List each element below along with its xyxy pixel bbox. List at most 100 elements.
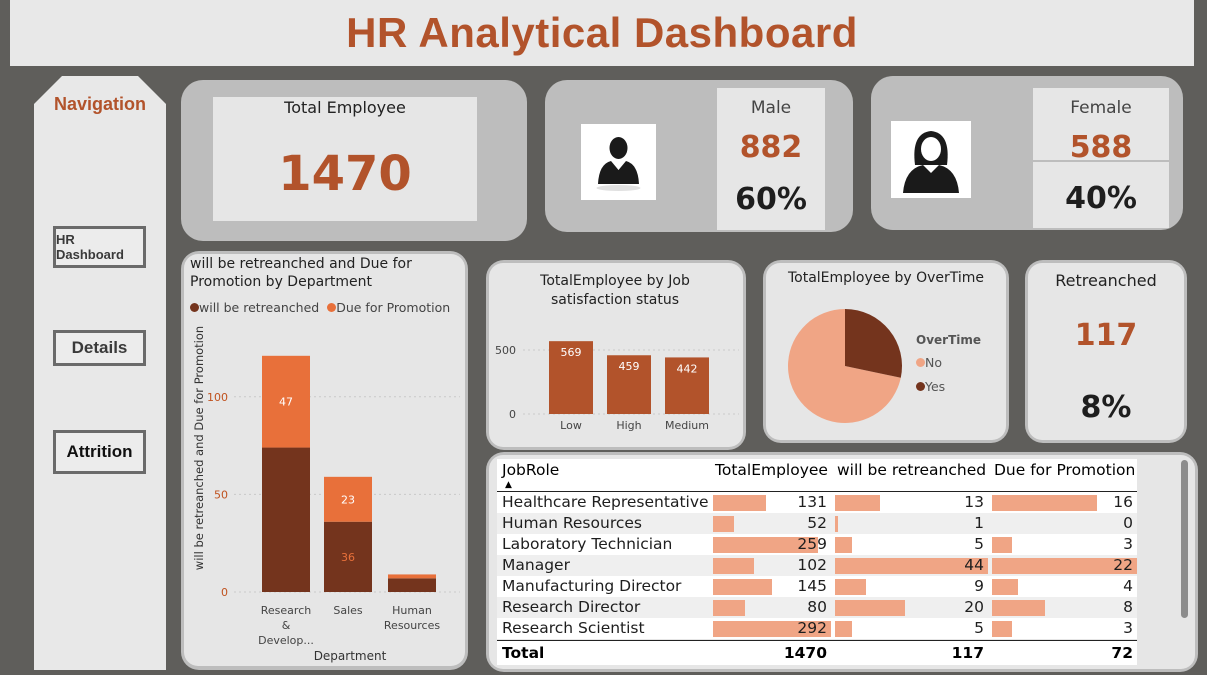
value-cell: 0 xyxy=(1123,514,1133,532)
table-row[interactable]: Human Resources 52 1 0 xyxy=(497,513,1137,534)
data-bar xyxy=(835,579,866,595)
data-bar xyxy=(835,600,905,616)
retreanched-label: Retreanched xyxy=(1055,271,1157,290)
job-x-tick: Medium xyxy=(665,419,709,432)
data-bar xyxy=(713,579,772,595)
female-label: Female xyxy=(1070,98,1132,118)
data-bar xyxy=(992,495,1097,511)
data-bar xyxy=(713,558,754,574)
department-stacked-bar-chart: will be retreanched and Due for Promotio… xyxy=(192,326,460,663)
table-header xyxy=(497,459,1137,491)
table-body: Healthcare Representative 131 13 16 Human Re… xyxy=(497,492,1137,640)
total-divider xyxy=(497,640,1137,641)
job-bar-label: 459 xyxy=(619,360,640,373)
header-totalemployee[interactable]: TotalEmployee xyxy=(715,461,828,479)
job-y-tick: 0 xyxy=(509,408,516,421)
jobrole-cell: Research Director xyxy=(502,598,641,616)
female-percentage: 40% xyxy=(1065,181,1137,216)
value-cell: 44 xyxy=(964,556,984,574)
attrition-button[interactable]: Attrition xyxy=(53,430,146,474)
overtime-legend-title: OverTime xyxy=(916,333,982,347)
jobrole-cell: Healthcare Representative xyxy=(502,493,709,511)
department-bar-segment xyxy=(324,521,372,592)
department-bar-label: 36 xyxy=(341,551,355,564)
female-avatar xyxy=(891,121,971,198)
female-person-icon xyxy=(903,131,959,193)
job-x-tick: High xyxy=(616,419,641,432)
total-employee-label: Total Employee xyxy=(284,98,406,117)
value-cell: 259 xyxy=(797,535,827,553)
department-x-tick: Resources xyxy=(384,619,440,632)
value-cell: 5 xyxy=(974,535,984,553)
total-label: Total xyxy=(502,644,545,662)
hr-dashboard-button[interactable]: HR Dashboard xyxy=(53,226,146,268)
details-button[interactable]: Details xyxy=(53,330,146,366)
job-bar xyxy=(549,341,593,414)
value-cell: 131 xyxy=(797,493,827,511)
department-chart-panel xyxy=(184,254,465,666)
job-y-tick: 500 xyxy=(495,344,516,357)
department-x-tick: Sales xyxy=(333,604,363,617)
data-bar xyxy=(835,558,988,574)
overtime-pie-chart xyxy=(788,309,902,423)
legend-dot-no xyxy=(916,358,925,367)
department-x-tick: Human xyxy=(392,604,432,617)
navigation-title: Navigation xyxy=(53,94,146,114)
male-avatar xyxy=(581,124,656,200)
department-x-tick: & xyxy=(282,619,291,632)
title-bar: HR Analytical Dashboard xyxy=(10,0,1194,66)
data-bar xyxy=(835,495,880,511)
value-cell: 8 xyxy=(1123,598,1133,616)
data-bar xyxy=(835,621,852,637)
value-cell: 22 xyxy=(1113,556,1133,574)
table-row[interactable]: Manager 102 44 22 xyxy=(497,555,1137,576)
department-y-axis-label: will be retreanched and Due for Promotio… xyxy=(192,326,206,570)
value-cell: 292 xyxy=(797,619,827,637)
department-y-tick: 100 xyxy=(207,391,228,404)
department-chart-legend: will be retreanched Due for Promotion xyxy=(190,300,450,315)
job-satisfaction-panel xyxy=(489,263,743,447)
overtime-legend-no: No xyxy=(916,355,942,370)
table-row[interactable]: Laboratory Technician 259 5 3 xyxy=(497,534,1137,555)
department-x-tick: Develop... xyxy=(258,634,314,647)
department-bar-segment xyxy=(324,476,372,522)
data-bar xyxy=(992,579,1018,595)
data-bar xyxy=(835,516,838,532)
table-row[interactable]: Healthcare Representative 131 13 16 xyxy=(497,492,1137,513)
value-cell: 13 xyxy=(964,493,984,511)
jobrole-table: JobRole ▲ TotalEmployee will be retreanc… xyxy=(497,455,1179,667)
table-row[interactable]: Manufacturing Director 145 9 4 xyxy=(497,576,1137,597)
header-jobrole[interactable]: JobRole xyxy=(502,461,560,479)
table-scrollbar[interactable] xyxy=(1181,460,1188,618)
table-total-row xyxy=(497,641,1137,665)
total-employee-value: 1470 xyxy=(278,146,412,202)
legend-label-yes: Yes xyxy=(925,379,946,394)
legend-label-no: No xyxy=(925,355,942,370)
data-bar xyxy=(992,558,1137,574)
sort-arrow-icon[interactable]: ▲ xyxy=(505,480,512,490)
header-promotion[interactable]: Due for Promotion xyxy=(994,461,1136,479)
jobrole-cell: Laboratory Technician xyxy=(502,535,673,553)
retreanched-percentage: 8% xyxy=(1080,390,1132,425)
job-bar-label: 442 xyxy=(677,362,698,375)
data-bar xyxy=(992,537,1012,553)
data-bar xyxy=(713,495,766,511)
table-row[interactable]: Research Director 80 20 8 xyxy=(497,597,1137,618)
overtime-legend-yes: Yes xyxy=(916,379,945,394)
table-row[interactable]: Research Scientist 292 5 3 xyxy=(497,618,1137,639)
header-retreanched[interactable]: will be retreanched xyxy=(837,461,987,479)
department-x-axis-label: Department xyxy=(314,649,387,663)
male-pct-panel xyxy=(717,162,825,230)
page-title: HR Analytical Dashboard xyxy=(346,9,858,56)
jobrole-cell: Manufacturing Director xyxy=(502,577,682,595)
overtime-title: TotalEmployee by OverTime xyxy=(787,270,985,286)
data-bar xyxy=(713,537,818,553)
female-pct-panel xyxy=(1033,162,1169,228)
data-bar xyxy=(713,600,745,616)
legend-dot-promotion xyxy=(327,303,337,312)
job-bar xyxy=(665,357,709,414)
value-cell: 5 xyxy=(974,619,984,637)
retreanched-panel xyxy=(1028,263,1184,440)
female-count: 588 xyxy=(1069,130,1133,165)
job-satisfaction-title: TotalEmployee by Job satisfaction status xyxy=(540,273,690,308)
